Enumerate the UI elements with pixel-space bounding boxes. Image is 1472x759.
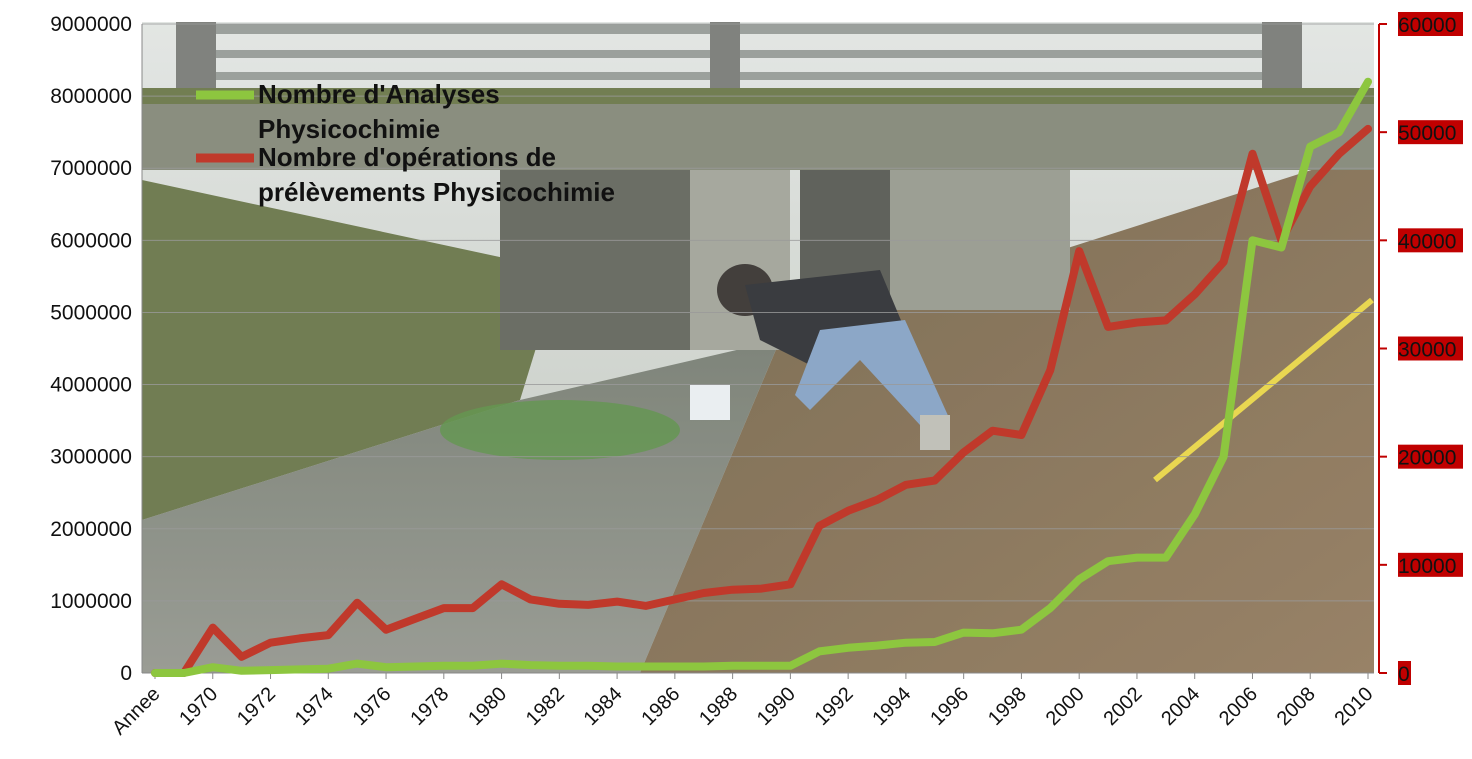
left-tick-label: 2000000 (50, 518, 132, 541)
left-tick-label: 0 (120, 662, 132, 685)
right-axis: 0 10000 20000 30000 40000 50000 60000 (1378, 12, 1463, 686)
x-axis: Annee 1970 1972 1974 1976 1978 1980 1982 1984 198… (108, 672, 1378, 739)
x-tick-label: 1974 (291, 683, 338, 730)
x-tick-label: 1984 (580, 683, 627, 730)
x-tick-label: 1998 (984, 683, 1031, 730)
right-tick-badge (1398, 12, 1463, 36)
left-tick-label: 7000000 (50, 157, 132, 180)
x-tick-label: 1978 (406, 683, 453, 730)
right-tick-badge (1398, 552, 1463, 577)
right-tick-label: 30000 (1398, 339, 1456, 362)
x-tick-label: 2010 (1331, 683, 1378, 730)
x-tick-label: 1982 (522, 683, 569, 730)
right-tick-label: 20000 (1398, 447, 1456, 470)
x-tick-label: 1996 (926, 683, 973, 730)
left-tick-label: 8000000 (50, 85, 132, 108)
x-tick-label: 2008 (1273, 683, 1320, 730)
x-tick-label: 2000 (1042, 683, 1089, 730)
left-tick-label: 5000000 (50, 301, 132, 324)
series-layer (151, 77, 1372, 677)
x-tick-label: 1992 (811, 683, 858, 730)
right-tick-label: 60000 (1398, 14, 1456, 37)
right-tick-label: 40000 (1398, 230, 1456, 253)
left-tick-label: 9000000 (50, 13, 132, 36)
x-tick-label: Annee (108, 683, 164, 739)
x-tick-label: 1988 (695, 683, 742, 730)
right-tick-label: 0 (1398, 663, 1410, 686)
series-line-0 (151, 77, 1372, 677)
legend-label: Nombre d'opérations de (258, 142, 556, 172)
right-tick-badge (1398, 228, 1463, 253)
x-tick-label: 1990 (753, 683, 800, 730)
series-line-1 (151, 124, 1372, 677)
legend-label: Nombre d'Analyses (258, 79, 500, 109)
left-axis: 0 1000000 2000000 3000000 4000000 5000000 6000… (50, 13, 143, 685)
x-tick-label: 2002 (1099, 683, 1146, 730)
left-tick-label: 6000000 (50, 229, 132, 252)
x-tick-label: 1994 (868, 683, 915, 730)
x-tick-label: 1970 (175, 683, 222, 730)
x-tick-label: 1986 (637, 683, 684, 730)
x-tick-label: 1980 (464, 683, 511, 730)
right-tick-badge (1398, 444, 1463, 469)
legend-label: prélèvements Physicochimie (258, 177, 615, 207)
x-tick-label: 2006 (1215, 683, 1262, 730)
right-tick-badge (1398, 120, 1463, 145)
right-tick-label: 50000 (1398, 122, 1456, 145)
photo-background (142, 22, 1374, 673)
right-tick-badge (1398, 661, 1411, 685)
right-tick-badge (1398, 336, 1463, 361)
x-tick-label: 1972 (233, 683, 280, 730)
left-tick-label: 3000000 (50, 446, 132, 469)
left-tick-label: 1000000 (50, 590, 132, 613)
right-tick-label: 10000 (1398, 555, 1456, 578)
legend-label: Physicochimie (258, 114, 440, 144)
x-tick-label: 2004 (1157, 683, 1204, 730)
left-tick-label: 4000000 (50, 374, 132, 397)
x-tick-label: 1976 (349, 683, 396, 730)
